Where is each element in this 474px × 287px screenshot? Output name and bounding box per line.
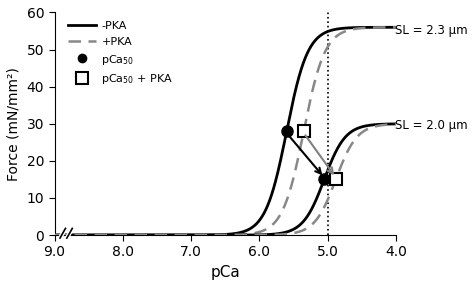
Y-axis label: Force (mN/mm²): Force (mN/mm²) [7, 67, 21, 181]
X-axis label: pCa: pCa [210, 265, 240, 280]
Text: SL = 2.3 μm: SL = 2.3 μm [394, 24, 467, 38]
Legend: -PKA, +PKA, pCa$_{50}$, pCa$_{50}$ + PKA: -PKA, +PKA, pCa$_{50}$, pCa$_{50}$ + PKA [64, 16, 178, 91]
Text: SL = 2.0 μm: SL = 2.0 μm [394, 119, 467, 132]
